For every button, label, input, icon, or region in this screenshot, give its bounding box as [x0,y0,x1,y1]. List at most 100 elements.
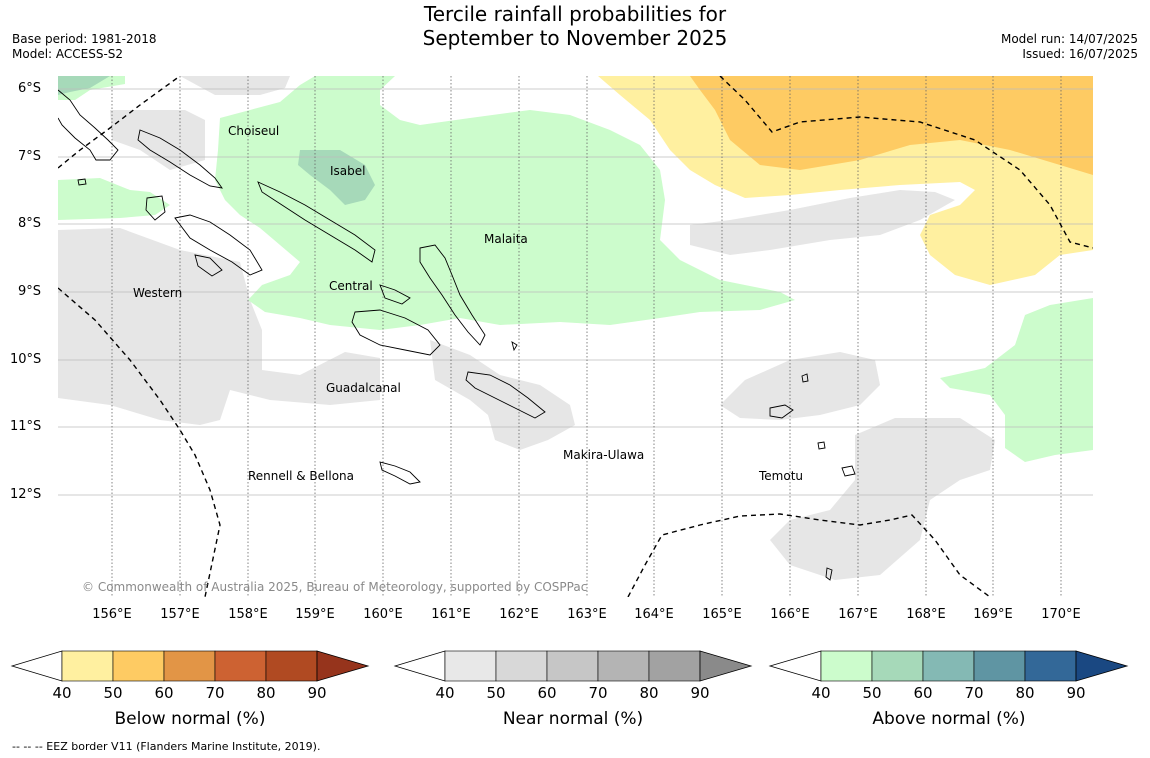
title-line-1: Tercile rainfall probabilities for [423,2,727,26]
legend-near-normal [393,650,753,682]
legend-below-tick-60: 60 [154,684,174,702]
legend-above-tick-80: 80 [1015,684,1035,702]
lon-label-160e: 160°E [363,607,403,622]
legend-below-tick-50: 50 [103,684,123,702]
eez-footnote: -- -- -- EEZ border V11 (Flanders Marine… [12,740,321,753]
eez-borders [58,76,1093,597]
below-normal-50-area [690,76,1093,175]
probability-layer [58,76,1093,597]
island-guadalcanal [351,309,441,356]
island-choiseul [137,129,223,189]
legend-below-tick-80: 80 [256,684,276,702]
legend-below-tick-90: 90 [307,684,327,702]
near-normal-area-south-east [770,418,995,580]
island-vella [145,195,166,221]
meta-left: Base period: 1981-2018 Model: ACCESS-S2 [12,32,157,62]
lon-label-166e: 166°E [770,607,810,622]
legend-below-title: Below normal (%) [114,709,266,729]
map-meridians [111,76,1062,597]
island-rennell [379,461,421,485]
lon-label-159e: 159°E [295,607,335,622]
copyright-notice: © Commonwealth of Australia 2025, Bureau… [82,580,588,594]
lat-label-8s: 8°S [18,216,42,231]
eez-border-west [58,287,221,597]
lon-label-156e: 156°E [92,607,132,622]
legend-above-tick-70: 70 [964,684,984,702]
lon-label-162e: 162°E [499,607,539,622]
region-label-choiseul: Choiseul [228,124,280,138]
map-grid [58,88,1093,496]
lon-label-167e: 167°E [838,607,878,622]
region-label-makira-ulawa: Makira-Ulawa [563,448,645,462]
island-nggela [379,284,411,305]
region-label-central: Central [329,279,373,293]
lon-label-169e: 169°E [973,607,1013,622]
island-outlines [58,89,856,581]
eez-border-north [58,76,181,169]
lon-label-161e: 161°E [431,607,471,622]
island-utupua [817,441,826,450]
island-reef [801,373,809,383]
region-label-isabel: Isabel [330,164,366,178]
near-normal-area-malaita-south [430,340,575,450]
region-label-rennell-bellona: Rennell & Bellona [248,469,355,483]
eez-border-northeast [719,76,1093,249]
island-malaita [419,244,486,346]
island-makira [465,371,546,419]
lat-label-9s: 9°S [18,284,42,299]
map-title: Tercile rainfall probabilities for Septe… [0,2,1150,50]
region-label-temotu: Temotu [759,469,804,483]
island-vanikoro [841,465,856,477]
near-normal-area-east [690,190,955,255]
island-isabel [257,181,376,263]
title-line-2: September to November 2025 [422,26,728,50]
legend-above-tick-50: 50 [862,684,882,702]
island-small-2 [825,567,833,581]
lat-label-6s: 6°S [18,81,42,96]
above-normal-40-area [58,76,795,330]
lon-label-164e: 164°E [634,607,674,622]
issued-date: Issued: 16/07/2025 [1022,47,1138,61]
lat-label-12s: 12°S [10,487,42,502]
above-normal-40-area-east [940,298,1093,462]
lat-label-10s: 10°S [10,352,42,367]
island-rendova [194,254,223,277]
island-santa-cruz [769,404,794,419]
near-normal-area-central-east [720,352,880,420]
legend-near-tick-40: 40 [435,684,455,702]
base-period: Base period: 1981-2018 [12,32,157,46]
island-new-georgia [174,214,263,276]
lon-label-163e: 163°E [567,607,607,622]
island-bougainville [58,89,119,161]
legend-above-tick-40: 40 [811,684,831,702]
legend-above-tick-60: 60 [913,684,933,702]
lat-label-11s: 11°S [10,419,42,434]
meta-right: Model run: 14/07/2025 Issued: 16/07/2025 [1001,32,1138,62]
region-label-malaita: Malaita [484,232,528,246]
legend-above-tick-90: 90 [1066,684,1086,702]
above-normal-50-area-isabel [298,150,375,205]
above-normal-50-area-northwest [58,76,110,95]
legend-below-tick-70: 70 [205,684,225,702]
legend-below-normal [10,650,370,682]
lon-label-165e: 165°E [702,607,742,622]
island-ulawa [511,341,518,352]
legend-near-tick-60: 60 [537,684,557,702]
region-label-western: Western [133,286,183,300]
near-normal-area-west [58,228,380,425]
model-run: Model run: 14/07/2025 [1000,32,1138,46]
lon-label-168e: 168°E [906,607,946,622]
island-small-1 [77,178,87,186]
legend-below-tick-40: 40 [52,684,72,702]
lon-label-170e: 170°E [1041,607,1081,622]
model-name: Model: ACCESS-S2 [12,47,124,61]
near-normal-area-top-left [58,76,290,170]
lat-label-7s: 7°S [18,149,42,164]
legend-above-normal [768,650,1129,682]
legend-near-tick-70: 70 [588,684,608,702]
legend-near-tick-80: 80 [639,684,659,702]
legend-near-tick-50: 50 [486,684,506,702]
lon-label-158e: 158°E [228,607,268,622]
legend-above-title: Above normal (%) [872,709,1026,729]
